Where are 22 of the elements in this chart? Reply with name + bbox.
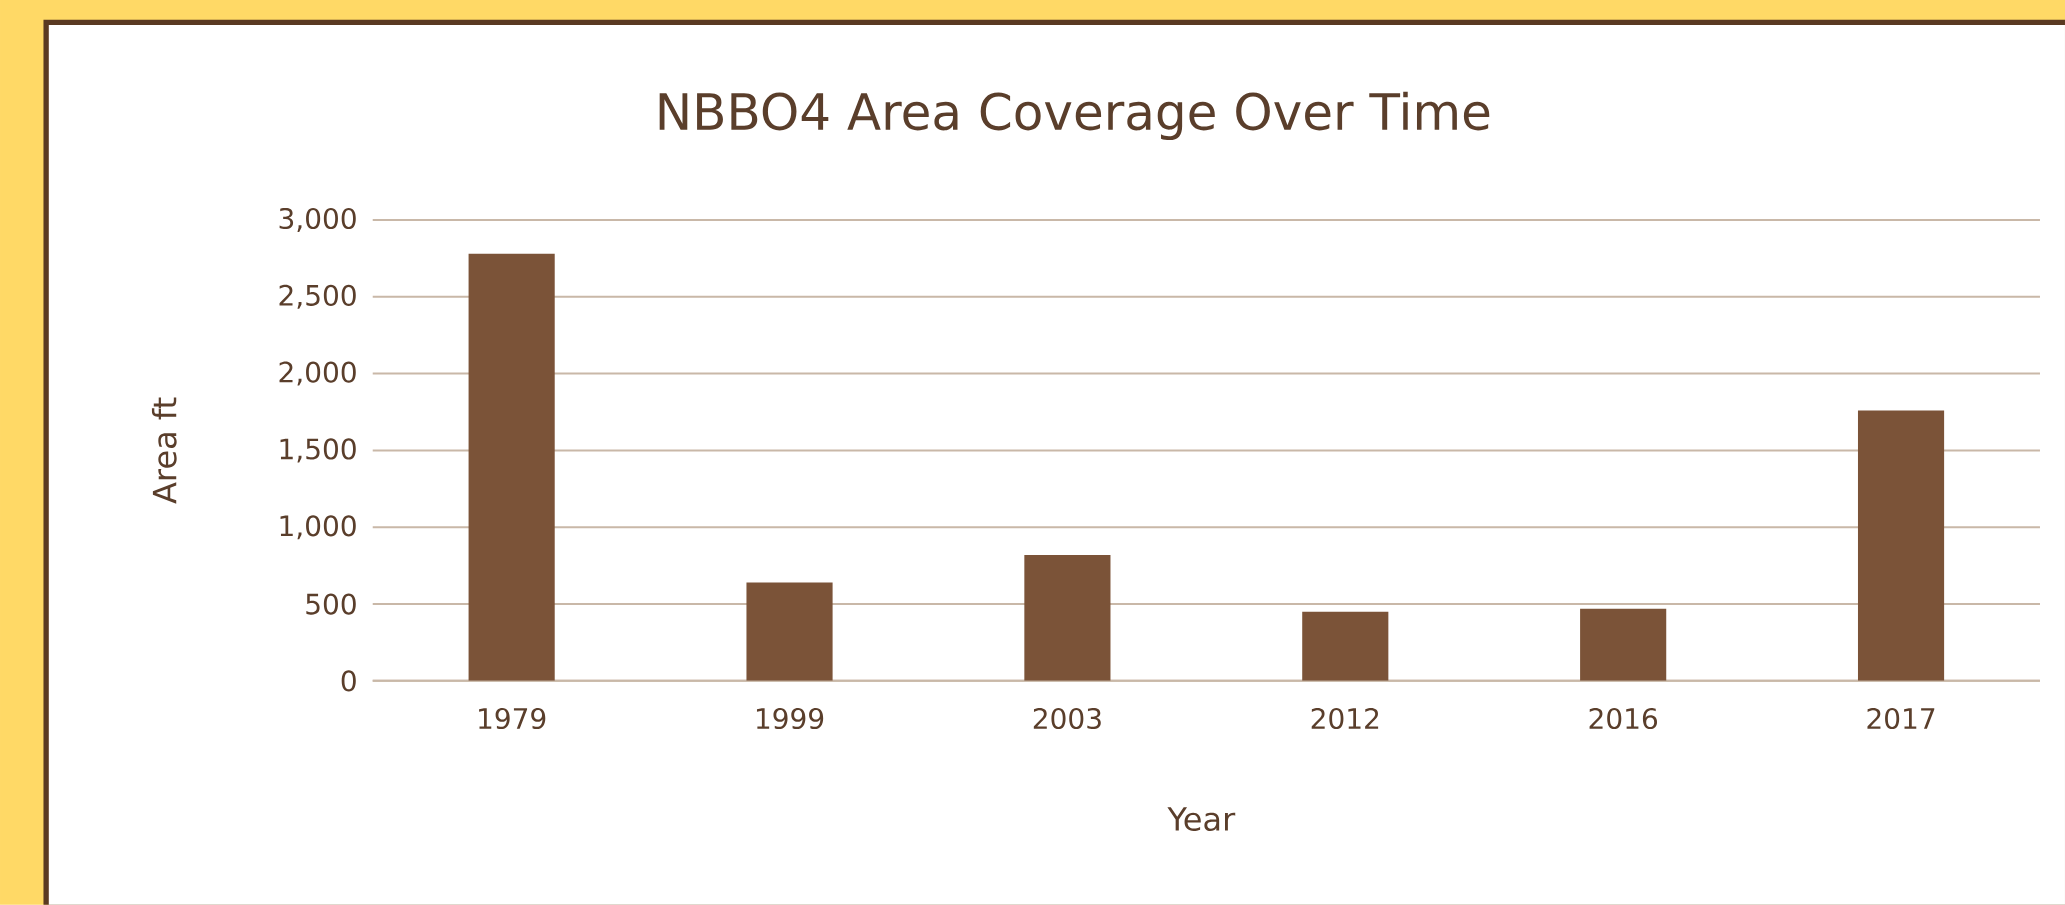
bar: [1580, 608, 1667, 681]
bar: [1857, 410, 1945, 681]
y-tick-label: 1,000: [280, 515, 356, 540]
y-tick-label: 1,500: [280, 438, 356, 463]
x-tick-label: 2016: [1589, 708, 1658, 730]
y-tick-label: 2,000: [279, 361, 356, 386]
chart-title: NBBO4 Area Coverage Over Time: [659, 91, 1490, 141]
y-tick-label: 3,000: [279, 208, 356, 233]
x-tick-label: 2012: [1311, 708, 1379, 730]
bar: [468, 253, 555, 681]
x-tick-label: 1999: [756, 708, 824, 730]
bar: [1024, 555, 1111, 681]
bar: [1302, 611, 1389, 681]
x-tick-label: 1979: [479, 708, 546, 730]
x-tick-label: 2017: [1867, 708, 1935, 730]
y-axis-title: Area ft: [151, 397, 177, 504]
bar: [746, 582, 833, 681]
x-tick-label: 2003: [1033, 708, 1101, 730]
y-tick-label: 0: [341, 670, 356, 692]
y-tick-label: 2,500: [279, 284, 356, 309]
y-tick-label: 500: [306, 593, 356, 615]
x-axis-title: Year: [1167, 807, 1236, 832]
